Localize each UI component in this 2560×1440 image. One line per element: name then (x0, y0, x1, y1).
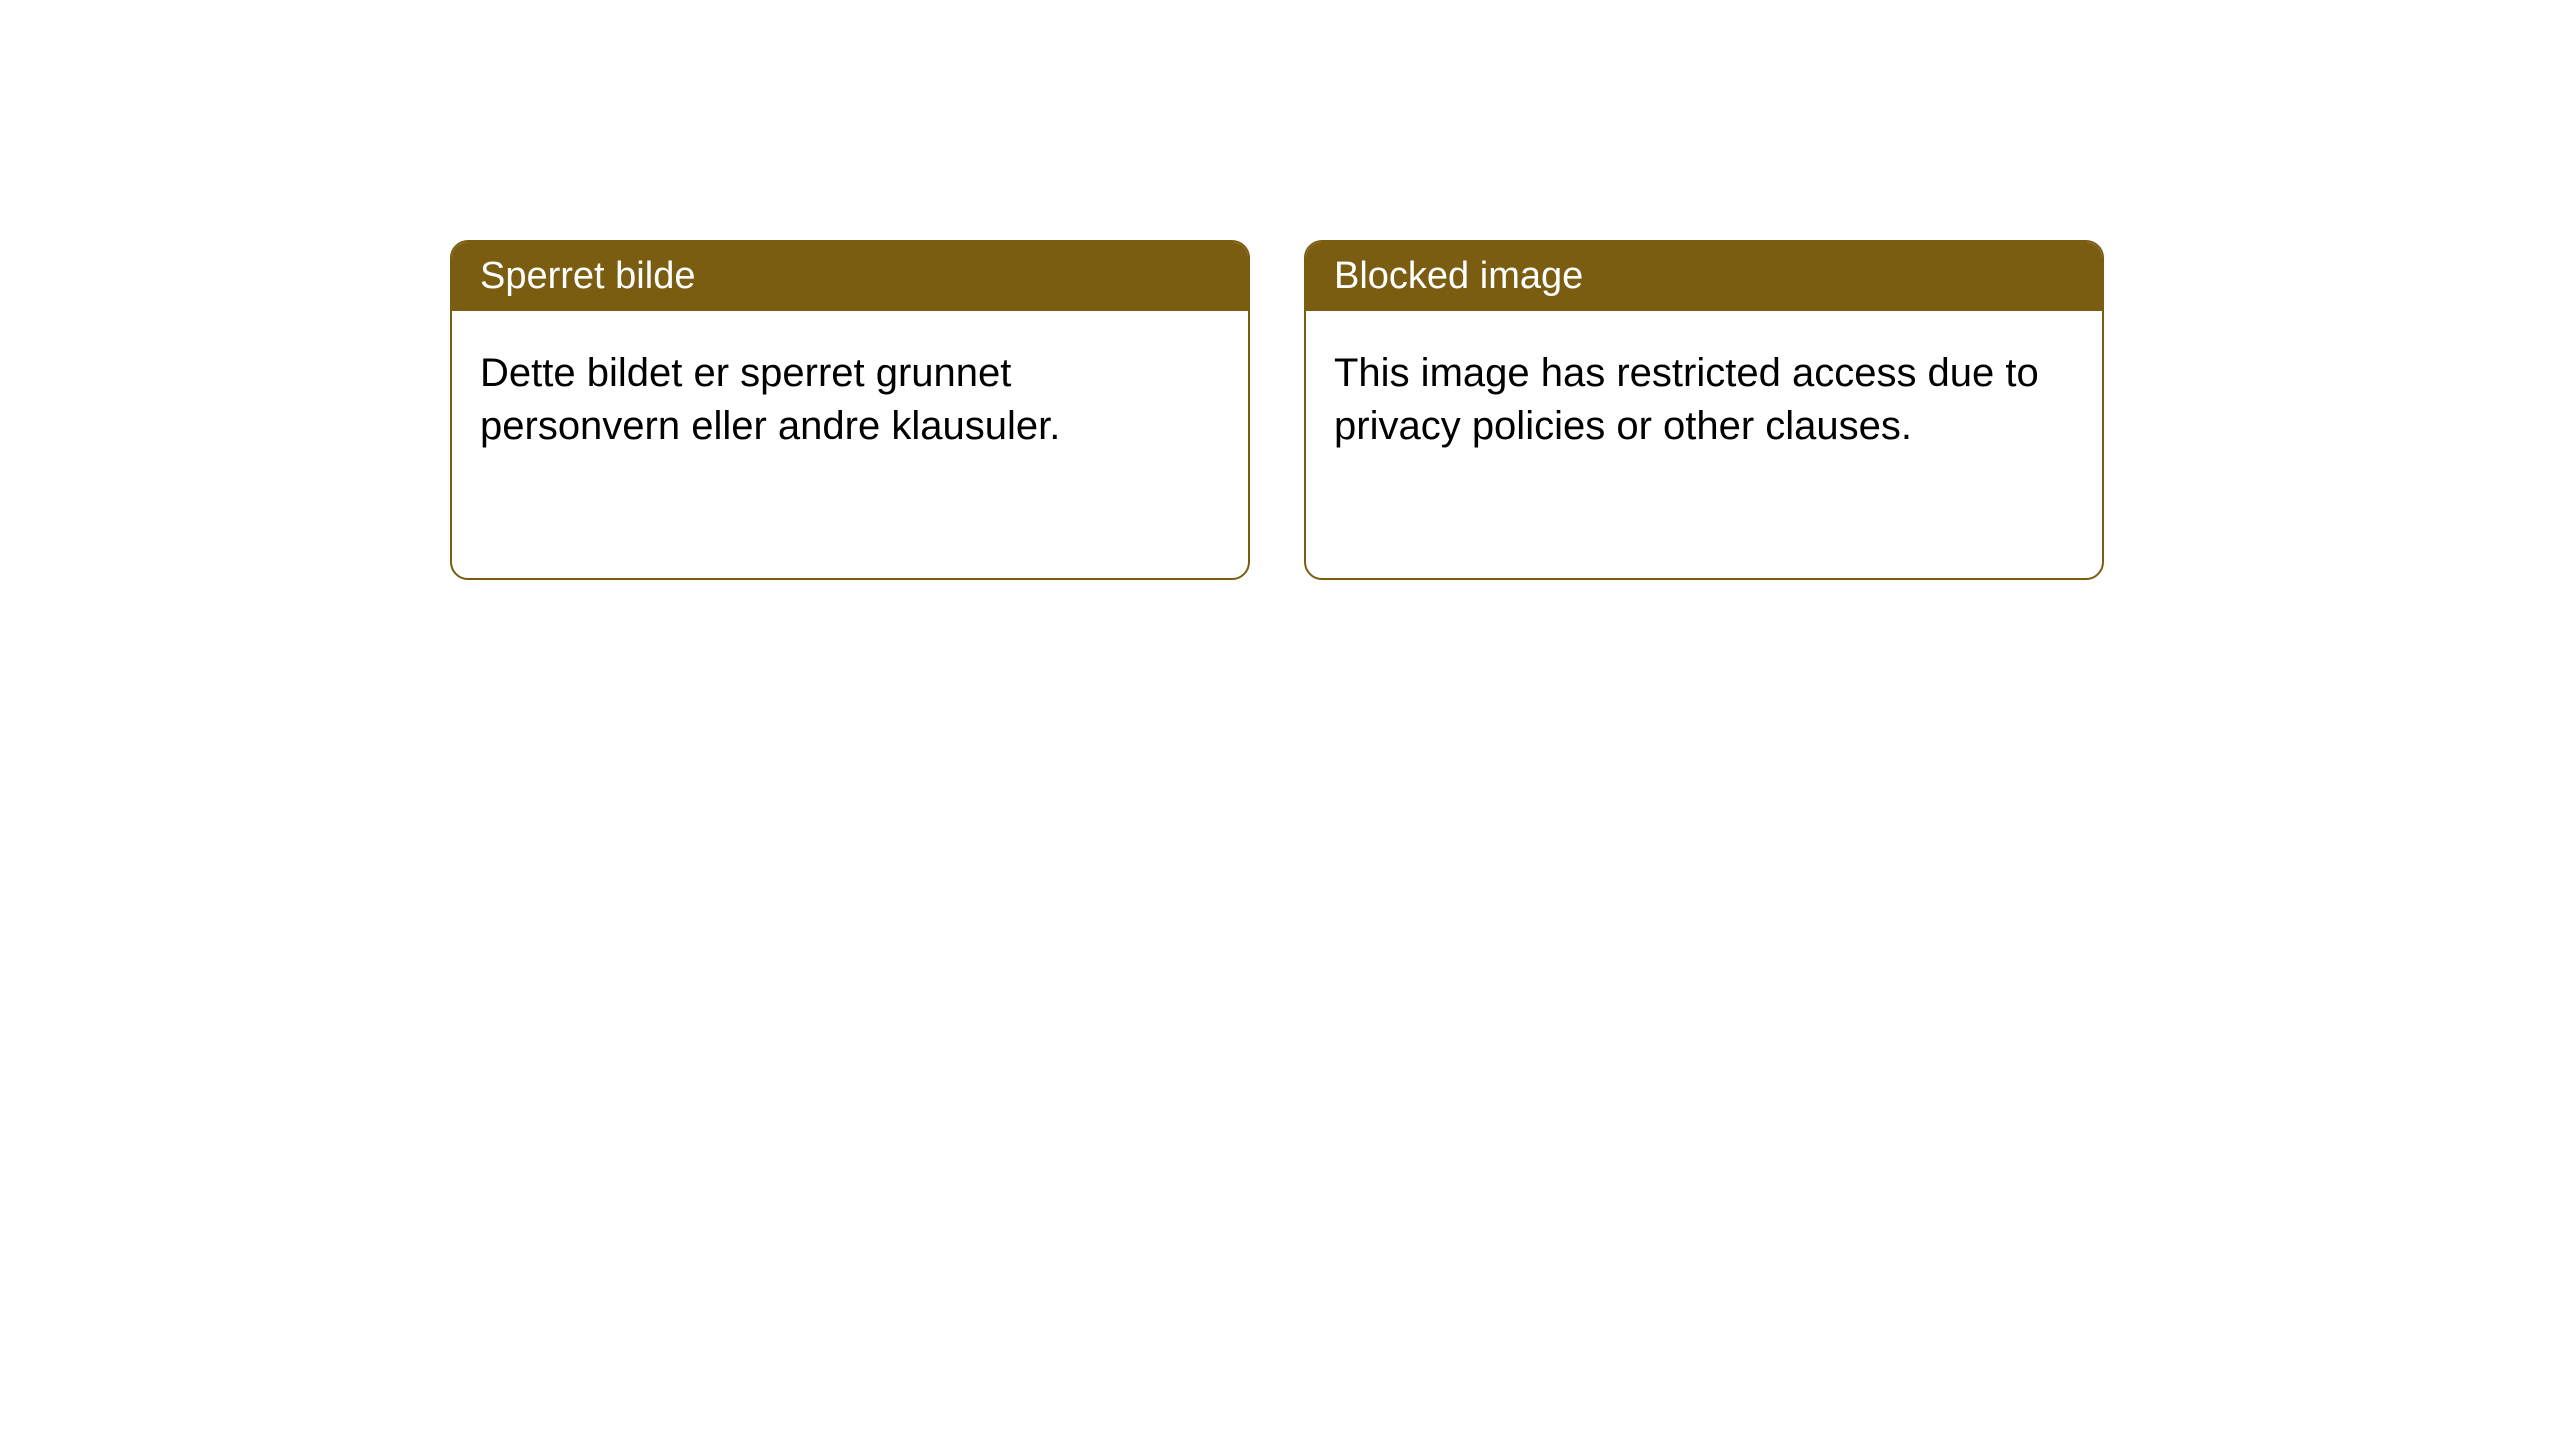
notice-body: Dette bildet er sperret grunnet personve… (452, 311, 1248, 489)
notice-body: This image has restricted access due to … (1306, 311, 2102, 489)
notice-card-norwegian: Sperret bilde Dette bildet er sperret gr… (450, 240, 1250, 580)
notice-card-english: Blocked image This image has restricted … (1304, 240, 2104, 580)
notice-title: Blocked image (1306, 242, 2102, 311)
notice-container: Sperret bilde Dette bildet er sperret gr… (450, 240, 2104, 580)
notice-title: Sperret bilde (452, 242, 1248, 311)
